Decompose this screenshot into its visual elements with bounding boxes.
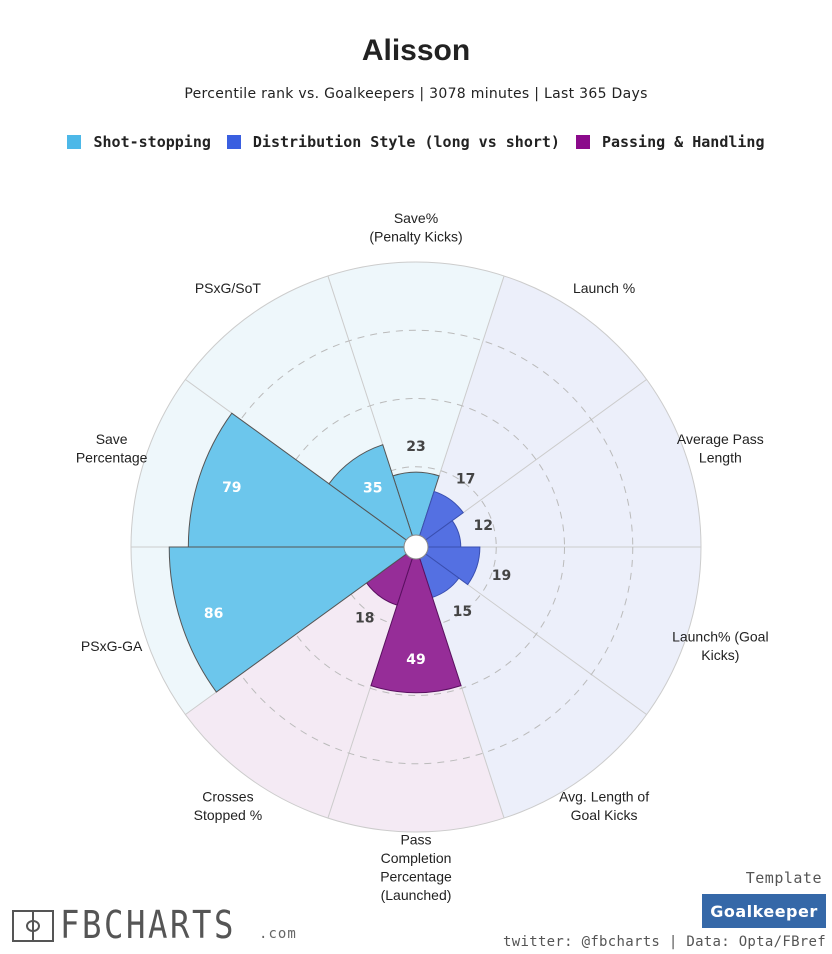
category-label-line: Crosses: [202, 789, 253, 805]
brand-suffix: .com: [259, 926, 297, 942]
grid-ring-50: [267, 398, 565, 696]
category-label-line: Kicks): [701, 647, 739, 663]
value-label-avg-length-of-goal-kicks: 15: [453, 604, 472, 620]
value-label-psxg-sot: 35: [363, 480, 382, 496]
legend-label-shot-stopping: Shot-stopping: [93, 133, 211, 151]
bar-launch: [415, 490, 464, 549]
bar-psxg-ga: [168, 546, 418, 693]
legend-item-shot-stopping: Shot-stopping: [67, 133, 211, 151]
legend-item-distribution: Distribution Style (long vs short): [226, 133, 560, 151]
legend-swatch-distribution: [226, 135, 241, 149]
sector-bg-launch: [416, 275, 647, 547]
category-label-average-pass-length: Average Pass Length: [677, 431, 764, 466]
category-label-line: Save: [96, 431, 128, 447]
chart-title: Alisson: [361, 34, 471, 67]
legend-label-distribution: Distribution Style (long vs short): [252, 133, 560, 151]
brand-name: FBCHARTS: [60, 903, 236, 947]
value-label-average-pass-length: 12: [474, 518, 493, 534]
category-label-save-penalty-kicks: Save% (Penalty Kicks): [369, 210, 462, 245]
category-label-line: (Launched): [381, 887, 452, 903]
category-label-psxg-sot: PSxG/SoT: [195, 280, 262, 296]
category-label-line: Launch% (Goal: [672, 629, 769, 645]
category-label-pass-completion-percentage-launched: Pass Completion Percentage (Launched): [380, 831, 452, 903]
value-label-crosses-stopped: 18: [355, 610, 374, 626]
category-label-line: Goal Kicks: [571, 807, 638, 823]
category-label-line: (Penalty Kicks): [369, 228, 462, 244]
legend-swatch-passing: [575, 135, 590, 149]
sector-bg-save-penalty-kicks: [327, 261, 505, 547]
center-hole: [403, 534, 429, 560]
category-label-line: Percentage: [76, 449, 148, 465]
legend-item-passing: Passing & Handling: [575, 133, 765, 151]
sector-bg-launch-goal-kicks: [416, 547, 701, 715]
category-label-line: Completion: [381, 850, 452, 866]
category-label-line: PSxG/SoT: [195, 280, 262, 296]
category-label-line: Stopped %: [194, 807, 263, 823]
sector-bg-crosses-stopped: [185, 547, 416, 819]
category-label-psxg-ga: PSxG-GA: [81, 638, 143, 654]
legend: Shot-stopping Distribution Style (long v…: [0, 133, 832, 151]
legend-label-passing: Passing & Handling: [601, 133, 765, 151]
category-label-avg-length-of-goal-kicks: Avg. Length of Goal Kicks: [559, 789, 649, 824]
value-label-launch: 17: [456, 472, 475, 488]
value-label-pass-completion-percentage-launched: 49: [406, 652, 425, 668]
value-label-launch-goal-kicks: 19: [492, 568, 511, 584]
credit-text: twitter: @fbcharts | Data: Opta/FBref: [503, 934, 826, 950]
category-label-line: PSxG-GA: [81, 638, 143, 654]
outer-ring: [130, 261, 702, 833]
category-label-line: Save%: [394, 210, 438, 226]
bar-psxg-sot: [328, 444, 417, 549]
category-label-line: Avg. Length of: [559, 789, 649, 805]
category-label-line: Launch %: [573, 280, 635, 296]
category-label-save-percentage: Save Percentage: [76, 431, 148, 466]
chart-subtitle: Percentile rank vs. Goalkeepers | 3078 m…: [184, 86, 648, 102]
brand-logo: FBCHARTS .com: [12, 903, 297, 947]
category-label-crosses-stopped: Crosses Stopped %: [194, 789, 263, 824]
template-badge: Goalkeeper: [702, 894, 826, 928]
sector-bg-average-pass-length: [416, 379, 701, 547]
bar-save-percentage: [187, 412, 418, 548]
sector-bg-avg-length-of-goal-kicks: [416, 547, 647, 819]
value-label-save-percentage: 79: [222, 480, 241, 496]
pitch-icon: [12, 910, 54, 942]
value-label-save-penalty-kicks: 23: [406, 439, 425, 455]
category-label-launch-goal-kicks: Launch% (Goal Kicks): [672, 629, 769, 664]
category-label-line: Length: [699, 449, 742, 465]
category-label-line: Percentage: [380, 868, 452, 884]
bar-launch-goal-kicks: [414, 546, 481, 586]
category-label-launch: Launch %: [573, 280, 635, 296]
category-label-line: Average Pass: [677, 431, 764, 447]
category-label-line: Pass: [400, 831, 431, 847]
template-label: Template: [745, 869, 822, 887]
value-label-psxg-ga: 86: [204, 606, 223, 622]
legend-swatch-shot-stopping: [67, 135, 82, 149]
bar-pass-completion-percentage-launched: [370, 545, 462, 694]
